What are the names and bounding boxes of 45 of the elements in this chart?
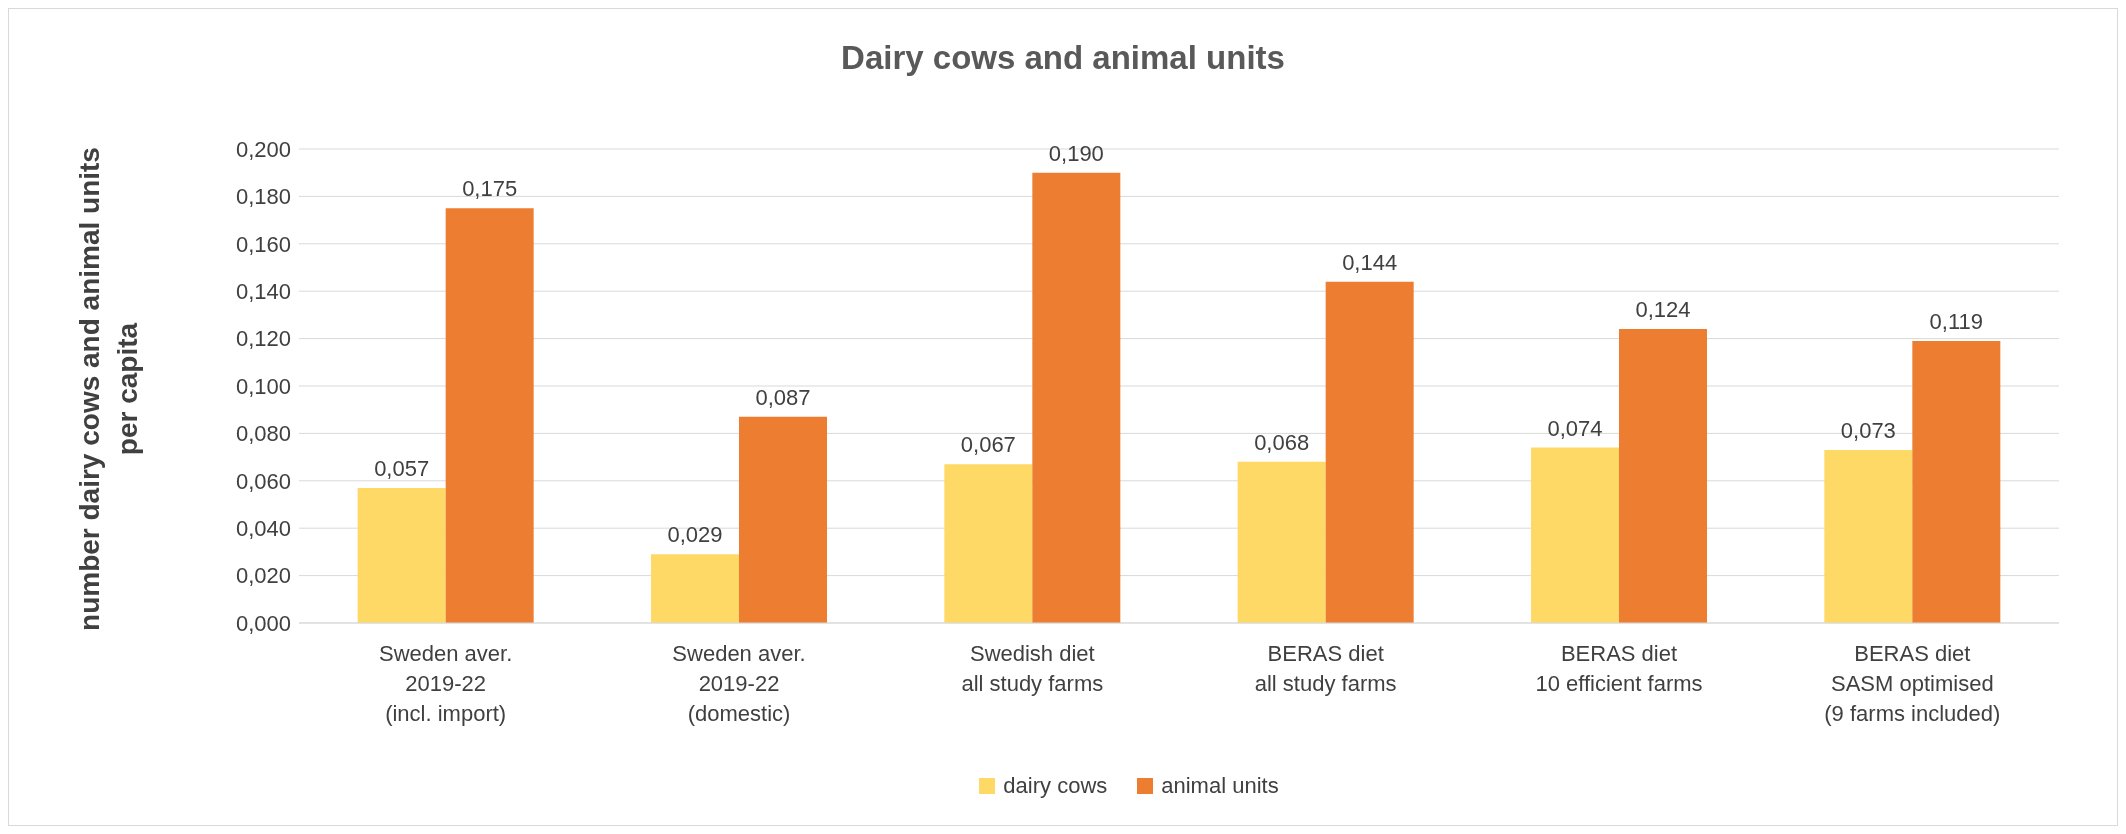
x-tick-label: BERAS diet SASM optimised (9 farms included) <box>1824 641 2001 726</box>
bar <box>1325 281 1414 623</box>
bar <box>1824 449 1913 623</box>
data-label: 0,073 <box>1840 417 1896 443</box>
bar <box>1619 329 1707 623</box>
y-tick-label: 0,020 <box>235 563 291 589</box>
data-label: 0,087 <box>755 384 811 410</box>
data-label: 0,144 <box>1342 249 1398 275</box>
x-tick-label: Sweden aver. 2019-22 (domestic) <box>672 641 806 726</box>
data-label: 0,119 <box>1929 308 1984 334</box>
x-tick-label: BERAS diet 10 efficient farms <box>1535 641 1703 696</box>
y-tick-label: 0,140 <box>235 279 291 305</box>
bar <box>1032 172 1121 623</box>
data-label: 0,067 <box>960 432 1016 458</box>
bar <box>1912 340 2001 623</box>
data-label: 0,190 <box>1048 140 1104 166</box>
y-tick-label: 0,060 <box>235 468 291 494</box>
data-label: 0,124 <box>1635 297 1691 323</box>
x-tick-label: Sweden aver. 2019-22 (incl. import) <box>379 641 513 726</box>
bar <box>445 208 534 623</box>
y-tick-label: 0,160 <box>235 231 291 257</box>
bar <box>1237 461 1326 623</box>
data-label: 0,029 <box>667 522 723 548</box>
x-tick-label: Swedish diet all study farms <box>961 641 1104 696</box>
y-tick-label: 0,080 <box>235 421 291 447</box>
y-tick-label: 0,100 <box>235 373 291 399</box>
bar <box>357 487 446 623</box>
y-tick-label: 0,120 <box>235 326 291 352</box>
data-label: 0,057 <box>374 455 430 481</box>
legend-label: animal units <box>1161 773 1279 799</box>
y-axis-title: number dairy cows and animal units per capita <box>73 146 144 633</box>
data-label: 0,068 <box>1254 429 1310 455</box>
bar <box>651 554 739 623</box>
y-tick-label: 0,000 <box>235 610 291 636</box>
legend-label: dairy cows <box>1003 773 1108 799</box>
bar <box>739 416 827 623</box>
data-label: 0,175 <box>462 176 518 202</box>
y-tick-label: 0,180 <box>235 184 291 210</box>
y-tick-label: 0,040 <box>235 516 291 542</box>
chart-title: Dairy cows and animal units <box>840 39 1286 77</box>
x-tick-label: BERAS diet all study farms <box>1254 641 1397 696</box>
y-tick-label: 0,200 <box>235 136 291 162</box>
data-label: 0,074 <box>1547 415 1603 441</box>
bar <box>1531 447 1619 623</box>
bar <box>944 464 1033 623</box>
